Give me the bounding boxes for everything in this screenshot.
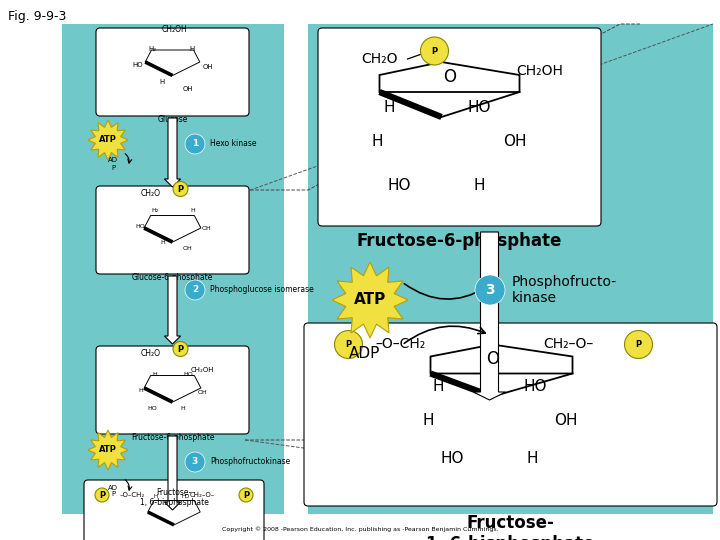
Text: OH: OH bbox=[197, 390, 207, 395]
Text: H: H bbox=[527, 451, 539, 466]
Text: P: P bbox=[99, 490, 105, 500]
Text: H: H bbox=[152, 372, 157, 376]
Text: HO: HO bbox=[148, 406, 158, 410]
Text: AD
P: AD P bbox=[108, 484, 118, 497]
Text: H: H bbox=[372, 134, 383, 150]
Text: Copyright © 2008 -Pearson Education, Inc. publishing as -Pearson Benjamin Cummin: Copyright © 2008 -Pearson Education, Inc… bbox=[222, 526, 498, 532]
Text: OH: OH bbox=[202, 226, 212, 231]
Polygon shape bbox=[88, 120, 128, 160]
Text: Glucose: Glucose bbox=[157, 115, 188, 124]
Text: Glucose-6-phosphate: Glucose-6-phosphate bbox=[132, 273, 213, 282]
Text: Fructose-
1, 6-bisphosphate: Fructose- 1, 6-bisphosphate bbox=[426, 514, 595, 540]
Circle shape bbox=[185, 280, 205, 300]
Text: 1: 1 bbox=[192, 139, 198, 148]
Text: HO: HO bbox=[388, 178, 411, 192]
Circle shape bbox=[335, 330, 362, 359]
FancyBboxPatch shape bbox=[84, 480, 264, 540]
FancyArrow shape bbox=[164, 276, 181, 344]
Text: CH₂O: CH₂O bbox=[140, 348, 161, 357]
FancyArrow shape bbox=[164, 118, 181, 187]
FancyBboxPatch shape bbox=[96, 346, 249, 434]
Circle shape bbox=[475, 275, 505, 305]
Text: Fig. 9-9-3: Fig. 9-9-3 bbox=[8, 10, 66, 23]
FancyArrow shape bbox=[164, 436, 181, 510]
Text: AD
P: AD P bbox=[108, 158, 118, 171]
Text: 2: 2 bbox=[192, 286, 198, 294]
Polygon shape bbox=[332, 262, 408, 338]
Text: ATP: ATP bbox=[99, 446, 117, 455]
Text: H: H bbox=[433, 379, 444, 394]
Text: OH: OH bbox=[554, 413, 577, 428]
Polygon shape bbox=[88, 430, 128, 470]
Text: CH₂OH: CH₂OH bbox=[516, 64, 563, 78]
Circle shape bbox=[173, 341, 188, 356]
Circle shape bbox=[173, 181, 188, 197]
FancyArrow shape bbox=[473, 232, 505, 400]
Text: P: P bbox=[431, 46, 438, 56]
Text: OH: OH bbox=[183, 246, 192, 251]
Text: HO: HO bbox=[441, 451, 464, 466]
Text: P: P bbox=[346, 340, 351, 349]
Text: O: O bbox=[486, 349, 499, 368]
Text: CH₂O: CH₂O bbox=[361, 52, 397, 66]
Text: HO: HO bbox=[132, 62, 143, 68]
Text: OH: OH bbox=[182, 86, 193, 92]
Text: CH₂OH: CH₂OH bbox=[191, 367, 215, 373]
Text: Hexo kinase: Hexo kinase bbox=[210, 139, 256, 148]
Text: 3: 3 bbox=[485, 283, 495, 297]
Text: OH: OH bbox=[503, 134, 526, 150]
Circle shape bbox=[95, 488, 109, 502]
Text: Fructose-6-phosphate: Fructose-6-phosphate bbox=[357, 232, 562, 250]
Text: H: H bbox=[423, 413, 434, 428]
Text: H: H bbox=[474, 178, 485, 192]
Text: H: H bbox=[154, 494, 158, 498]
Circle shape bbox=[624, 330, 652, 359]
Text: H: H bbox=[180, 406, 185, 410]
Text: P: P bbox=[636, 340, 642, 349]
Text: ATP: ATP bbox=[354, 293, 386, 307]
Text: HO: HO bbox=[182, 494, 190, 498]
Text: P: P bbox=[177, 345, 184, 354]
FancyBboxPatch shape bbox=[304, 323, 717, 506]
Text: CH₂–O–: CH₂–O– bbox=[544, 338, 593, 352]
FancyBboxPatch shape bbox=[308, 24, 713, 514]
Text: H: H bbox=[190, 207, 195, 213]
Text: P: P bbox=[243, 490, 249, 500]
Text: H: H bbox=[160, 79, 165, 85]
Text: CH₂–O–: CH₂–O– bbox=[189, 492, 215, 498]
Text: H: H bbox=[138, 388, 143, 393]
Text: HO: HO bbox=[523, 379, 547, 394]
FancyBboxPatch shape bbox=[96, 186, 249, 274]
Text: Fructose-
1, 6-bisphosphate: Fructose- 1, 6-bisphosphate bbox=[140, 488, 208, 508]
Text: Phosphofructo-
kinase: Phosphofructo- kinase bbox=[512, 275, 617, 305]
Text: HO: HO bbox=[184, 372, 194, 376]
Text: ADP: ADP bbox=[349, 347, 381, 361]
Text: –O–CH₂: –O–CH₂ bbox=[120, 492, 145, 498]
Text: H₂: H₂ bbox=[148, 46, 156, 52]
Text: HO: HO bbox=[135, 224, 145, 228]
Text: Phosphofructokinase: Phosphofructokinase bbox=[210, 457, 290, 467]
Text: H: H bbox=[190, 46, 195, 52]
Text: Fructose-6-phosphate: Fructose-6-phosphate bbox=[131, 433, 215, 442]
Text: –O–CH₂: –O–CH₂ bbox=[375, 338, 426, 352]
Text: CH₂O: CH₂O bbox=[140, 188, 161, 198]
Text: H: H bbox=[160, 240, 165, 245]
Text: 3: 3 bbox=[192, 457, 198, 467]
Text: HO: HO bbox=[468, 99, 491, 114]
Text: ATP: ATP bbox=[99, 136, 117, 145]
Circle shape bbox=[420, 37, 449, 65]
Text: OH: OH bbox=[202, 64, 213, 70]
Text: CH₂OH: CH₂OH bbox=[161, 25, 187, 35]
FancyBboxPatch shape bbox=[96, 28, 249, 116]
Text: H: H bbox=[384, 99, 395, 114]
Text: H₂: H₂ bbox=[151, 207, 158, 213]
Text: Phosphoglucose isomerase: Phosphoglucose isomerase bbox=[210, 286, 314, 294]
Circle shape bbox=[185, 452, 205, 472]
FancyBboxPatch shape bbox=[318, 28, 601, 226]
Circle shape bbox=[239, 488, 253, 502]
Circle shape bbox=[185, 134, 205, 154]
FancyBboxPatch shape bbox=[62, 24, 284, 514]
Text: P: P bbox=[177, 185, 184, 193]
Text: O: O bbox=[443, 68, 456, 86]
